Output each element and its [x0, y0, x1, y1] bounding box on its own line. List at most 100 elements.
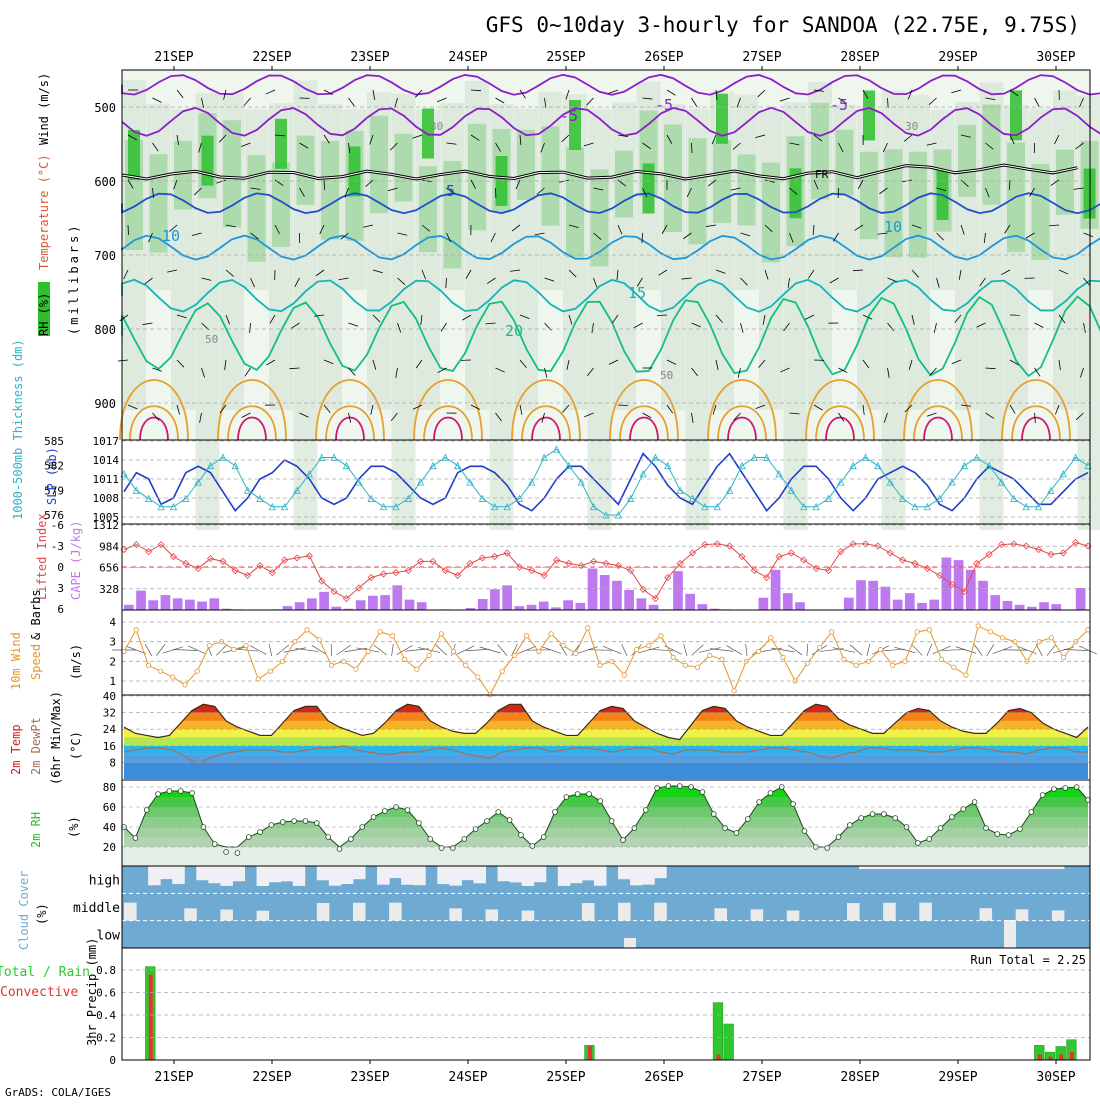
contour-label: 20 [505, 322, 523, 340]
wind-speed-marker [585, 626, 589, 630]
p5-label3: (6hr Min/Max) [49, 691, 63, 785]
rh-band [122, 787, 1090, 797]
surface-wind-barb [284, 648, 306, 652]
rh-marker [1018, 827, 1023, 832]
rh-mid-cell [542, 126, 560, 225]
surface-wind-barb [466, 649, 490, 650]
wind-speed-marker [415, 667, 419, 671]
p7-label1: Cloud Cover [17, 871, 31, 950]
cloud-gap-high [437, 866, 450, 884]
rh-marker [915, 841, 920, 846]
p2-left-tick-label: 585 [44, 435, 64, 448]
contour-label: -5 [830, 96, 848, 114]
p5-tick-label: 16 [103, 740, 116, 753]
rh-mid-cell [1056, 150, 1074, 215]
p3-right-label: CAPE (J/kg) [69, 521, 83, 600]
cloud-gap-middle [449, 908, 462, 920]
temp-band [122, 754, 1090, 762]
wind-speed-marker [378, 630, 382, 634]
rh-dark-cell [202, 136, 214, 186]
p3-left-tick-label: 3 [57, 582, 64, 595]
wind-speed-marker [842, 657, 846, 661]
rh-floor [122, 847, 1090, 866]
rh-mid-cell [713, 140, 731, 223]
date-label-bottom: 30SEP [1036, 1070, 1075, 1085]
cloud-gap-high [208, 866, 221, 883]
rh-marker [893, 816, 898, 821]
cape-bar [1039, 602, 1049, 610]
cloud-gap-middle [317, 903, 330, 921]
cloud-gap-high [377, 866, 390, 885]
rh-marker [450, 846, 455, 851]
wind-speed-marker [317, 638, 321, 642]
cloud-gap-middle [980, 908, 993, 920]
rh-marker [541, 835, 546, 840]
wind-barb [657, 315, 667, 316]
p5-units: (°C) [69, 731, 83, 760]
p5-labels: 2m Temp 2m DewPt (6hr Min/Max) (°C) [9, 691, 83, 785]
rh-marker [178, 789, 183, 794]
chart-title: GFS 0~10day 3-hourly for SANDOA (22.75E,… [486, 13, 1080, 37]
rh-dark-cell [275, 119, 287, 169]
wind-speed-marker [158, 669, 162, 673]
rh-marker [881, 812, 886, 817]
cape-bar [124, 605, 134, 610]
cloud-gap-middle [1016, 909, 1029, 920]
cloud-gap-high [389, 866, 402, 878]
wind-speed-marker [647, 643, 651, 647]
cloud-gap-high [317, 866, 330, 880]
surface-wind-barb [250, 646, 266, 655]
cloud-gap-high [461, 866, 474, 880]
p5-tick-label: 24 [103, 723, 117, 736]
wind-speed-marker [927, 628, 931, 632]
date-label-top: 23SEP [350, 50, 389, 65]
wind-speed-marker [952, 665, 956, 669]
cape-bar [319, 592, 329, 610]
p2-right-tick-label: 1008 [93, 492, 120, 505]
rh-marker [564, 795, 569, 800]
date-label-top: 24SEP [448, 50, 487, 65]
cloud-gap-middle [220, 910, 233, 921]
wind-speed-marker [476, 675, 480, 679]
rh-marker [258, 830, 263, 835]
cape-bar [685, 594, 695, 610]
wind-speed-marker [695, 665, 699, 669]
cloud-gap-middle [522, 911, 535, 921]
p1-ylabel-rh: RH (%) [37, 293, 51, 336]
cloud-gap-middle [751, 909, 764, 920]
rh-marker [666, 784, 671, 789]
p4-tick-label: 2 [109, 655, 116, 668]
surface-wind-barb [788, 645, 802, 655]
rh-marker [1006, 833, 1011, 838]
cloud-gap-high [220, 866, 233, 886]
cape-bar [490, 589, 500, 610]
wind-speed-marker [524, 634, 528, 638]
precip-convective-bar [716, 1054, 720, 1060]
wind-speed-marker [390, 634, 394, 638]
cape-bar [197, 602, 207, 610]
p4-label3: & Barbs [29, 589, 43, 640]
rh-marker [212, 842, 217, 847]
rh-marker [485, 819, 490, 824]
rh-marker [734, 831, 739, 836]
temp-band [122, 713, 1090, 721]
cloud-gap-high [558, 866, 571, 886]
contour-label: 50 [660, 369, 673, 382]
rh-marker [167, 789, 172, 794]
date-label-bottom: 25SEP [546, 1070, 585, 1085]
wind-speed-marker [354, 667, 358, 671]
cloud-gap-high [654, 866, 667, 878]
surface-wind-barb [726, 645, 741, 654]
cloud-gap-high [341, 866, 354, 884]
cape-bar [283, 606, 293, 610]
panel-frame [122, 948, 1090, 1060]
contour-label: -5 [560, 107, 578, 125]
contour-label: 30 [430, 120, 443, 133]
surface-wind-barb [894, 647, 915, 653]
cape-bar [1015, 605, 1025, 610]
p1-labels: RH (%) Temperature (°C) Wind (m/s) (mill… [37, 73, 81, 336]
cape-bar [136, 591, 146, 610]
p8-label2: Convective [0, 985, 78, 1000]
wind-speed-marker [451, 649, 455, 653]
